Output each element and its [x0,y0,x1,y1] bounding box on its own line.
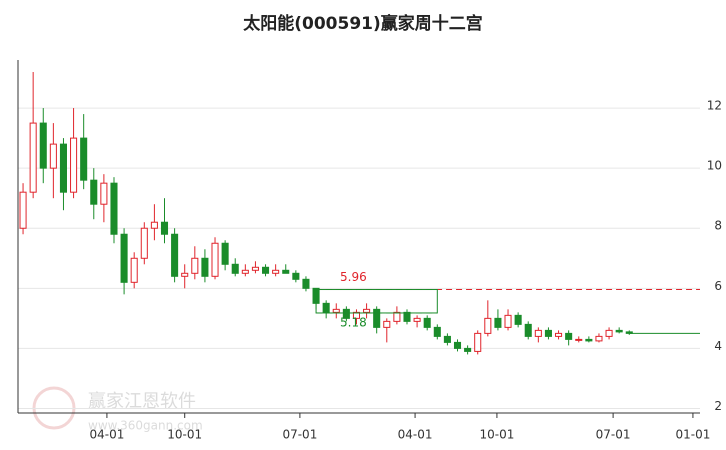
candle-body [352,311,361,319]
candle-body [302,278,310,289]
candle-body [272,269,280,274]
candle-body [534,329,542,337]
y-tick-label: 8 [714,219,722,233]
x-tick-label: 07-01 [596,428,631,442]
candle-body [100,182,108,205]
candle-body [474,332,482,352]
candle-body [484,317,492,334]
candle-body [544,329,552,337]
candle-body [130,257,138,283]
candle-body [171,233,179,277]
candle-body [433,326,441,337]
y-tick-label: 6 [714,279,722,293]
candle-body [231,263,239,274]
candle-body [423,317,431,328]
candle-body [221,242,229,265]
watermark-name: 赢家江恩软件 [88,390,196,412]
candle-body [453,341,462,349]
candle-body [160,221,169,235]
y-tick-label: 10 [707,159,722,173]
candle-body [29,122,37,193]
candle-body [49,143,57,169]
candle-body [464,347,472,352]
watermark-url: www.360gann.com [88,419,203,433]
x-tick-label: 07-01 [282,428,317,442]
candle-body [575,338,583,341]
candle-body [251,266,259,271]
candle-body [524,323,532,337]
x-tick-label: 10-01 [479,428,514,442]
y-tick-label: 2 [714,399,722,413]
candle-body [120,233,128,283]
candle-body [413,317,421,322]
candle-body [565,332,573,340]
candle-body [181,272,189,277]
x-tick-label: 04-01 [89,428,124,442]
candle-body [443,335,451,343]
candle-body [90,179,98,205]
candle-body [373,308,381,328]
candle-body [191,257,199,274]
chart-title: 太阳能(000591)赢家周十二宫 [243,13,483,34]
watermark: 赢家江恩软件 www.360gann.com [32,386,203,433]
candle-body [322,302,330,313]
candle-body [282,269,290,274]
candle-body [615,329,623,333]
candle-body [605,329,613,337]
candle-body [403,311,411,322]
x-tick-label: 04-01 [398,428,433,442]
candle-body [201,257,209,277]
candle-body [19,191,27,229]
support-label: 5.18 [340,315,367,329]
candle-body [59,143,67,193]
candle-body [595,335,603,342]
candle-body [80,137,88,181]
candle-body [363,308,371,313]
candle-body [514,314,522,325]
candle-body [150,221,158,229]
candle-body [342,308,350,319]
candle-body [110,182,118,235]
candle-body [39,122,47,169]
candle-body [383,320,391,328]
y-tick-label: 4 [714,339,722,353]
resistance-label: 5.96 [340,270,367,284]
candle-body [241,269,249,274]
y-tick-label: 12 [707,99,722,113]
candle-body [211,242,219,277]
candle-body [494,317,502,328]
x-tick-label: 01-01 [675,428,710,442]
candle-body [262,266,270,274]
candle-body [393,311,401,322]
candle-body [504,314,512,328]
candle-body [555,332,563,337]
candle-body [292,272,300,280]
candle-body [140,227,148,259]
candle-body [332,308,340,313]
candle-body [70,137,78,193]
x-tick-label: 10-01 [167,428,202,442]
candle-body [585,338,593,342]
